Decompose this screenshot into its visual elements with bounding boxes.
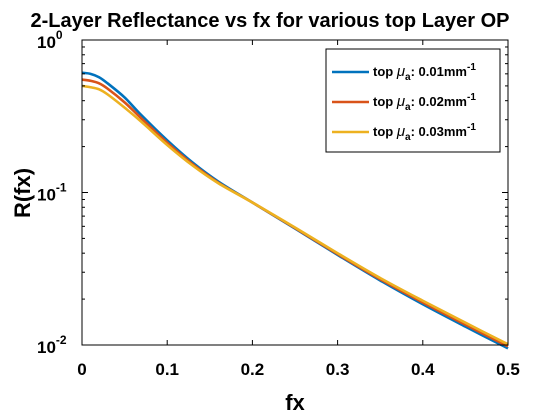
y-tick-base: 10 bbox=[37, 186, 56, 205]
legend-box bbox=[325, 48, 501, 153]
y-tick-label: 100 bbox=[37, 28, 63, 52]
y-tick-label: 10-1 bbox=[37, 181, 67, 205]
x-tick-label: 0.4 bbox=[411, 360, 435, 379]
legend: top μa: 0.01mm-1 top μa: 0.02mm-1 top μa: … bbox=[325, 48, 501, 153]
y-tick-base: 10 bbox=[37, 33, 56, 52]
x-tick-label: 0.2 bbox=[241, 360, 265, 379]
y-tick-exponent: -2 bbox=[56, 333, 67, 347]
x-tick-label: 0 bbox=[77, 360, 86, 379]
x-tick-label: 0.1 bbox=[155, 360, 179, 379]
x-tick-label: 0.3 bbox=[326, 360, 350, 379]
y-axis-label: R(fx) bbox=[10, 168, 35, 218]
series-line-3 bbox=[81, 84, 509, 346]
y-tick-exponent: 0 bbox=[56, 28, 63, 42]
legend-label-3: top μa: 0.03mm-1 bbox=[373, 122, 476, 143]
legend-label-1: top μa: 0.01mm-1 bbox=[373, 62, 476, 83]
y-tick-exponent: -1 bbox=[56, 181, 67, 195]
x-tick-label: 0.5 bbox=[496, 360, 520, 379]
y-tick-base: 10 bbox=[37, 338, 56, 357]
y-tick-label: 10-2 bbox=[37, 333, 67, 357]
x-axis-label: fx bbox=[285, 390, 305, 415]
series-layer bbox=[81, 71, 509, 350]
x-ticks: 0 0.1 0.2 0.3 0.4 0.5 bbox=[77, 40, 520, 379]
chart-title: 2-Layer Reflectance vs fx for various to… bbox=[30, 10, 509, 32]
legend-label-2: top μa: 0.02mm-1 bbox=[373, 92, 476, 113]
